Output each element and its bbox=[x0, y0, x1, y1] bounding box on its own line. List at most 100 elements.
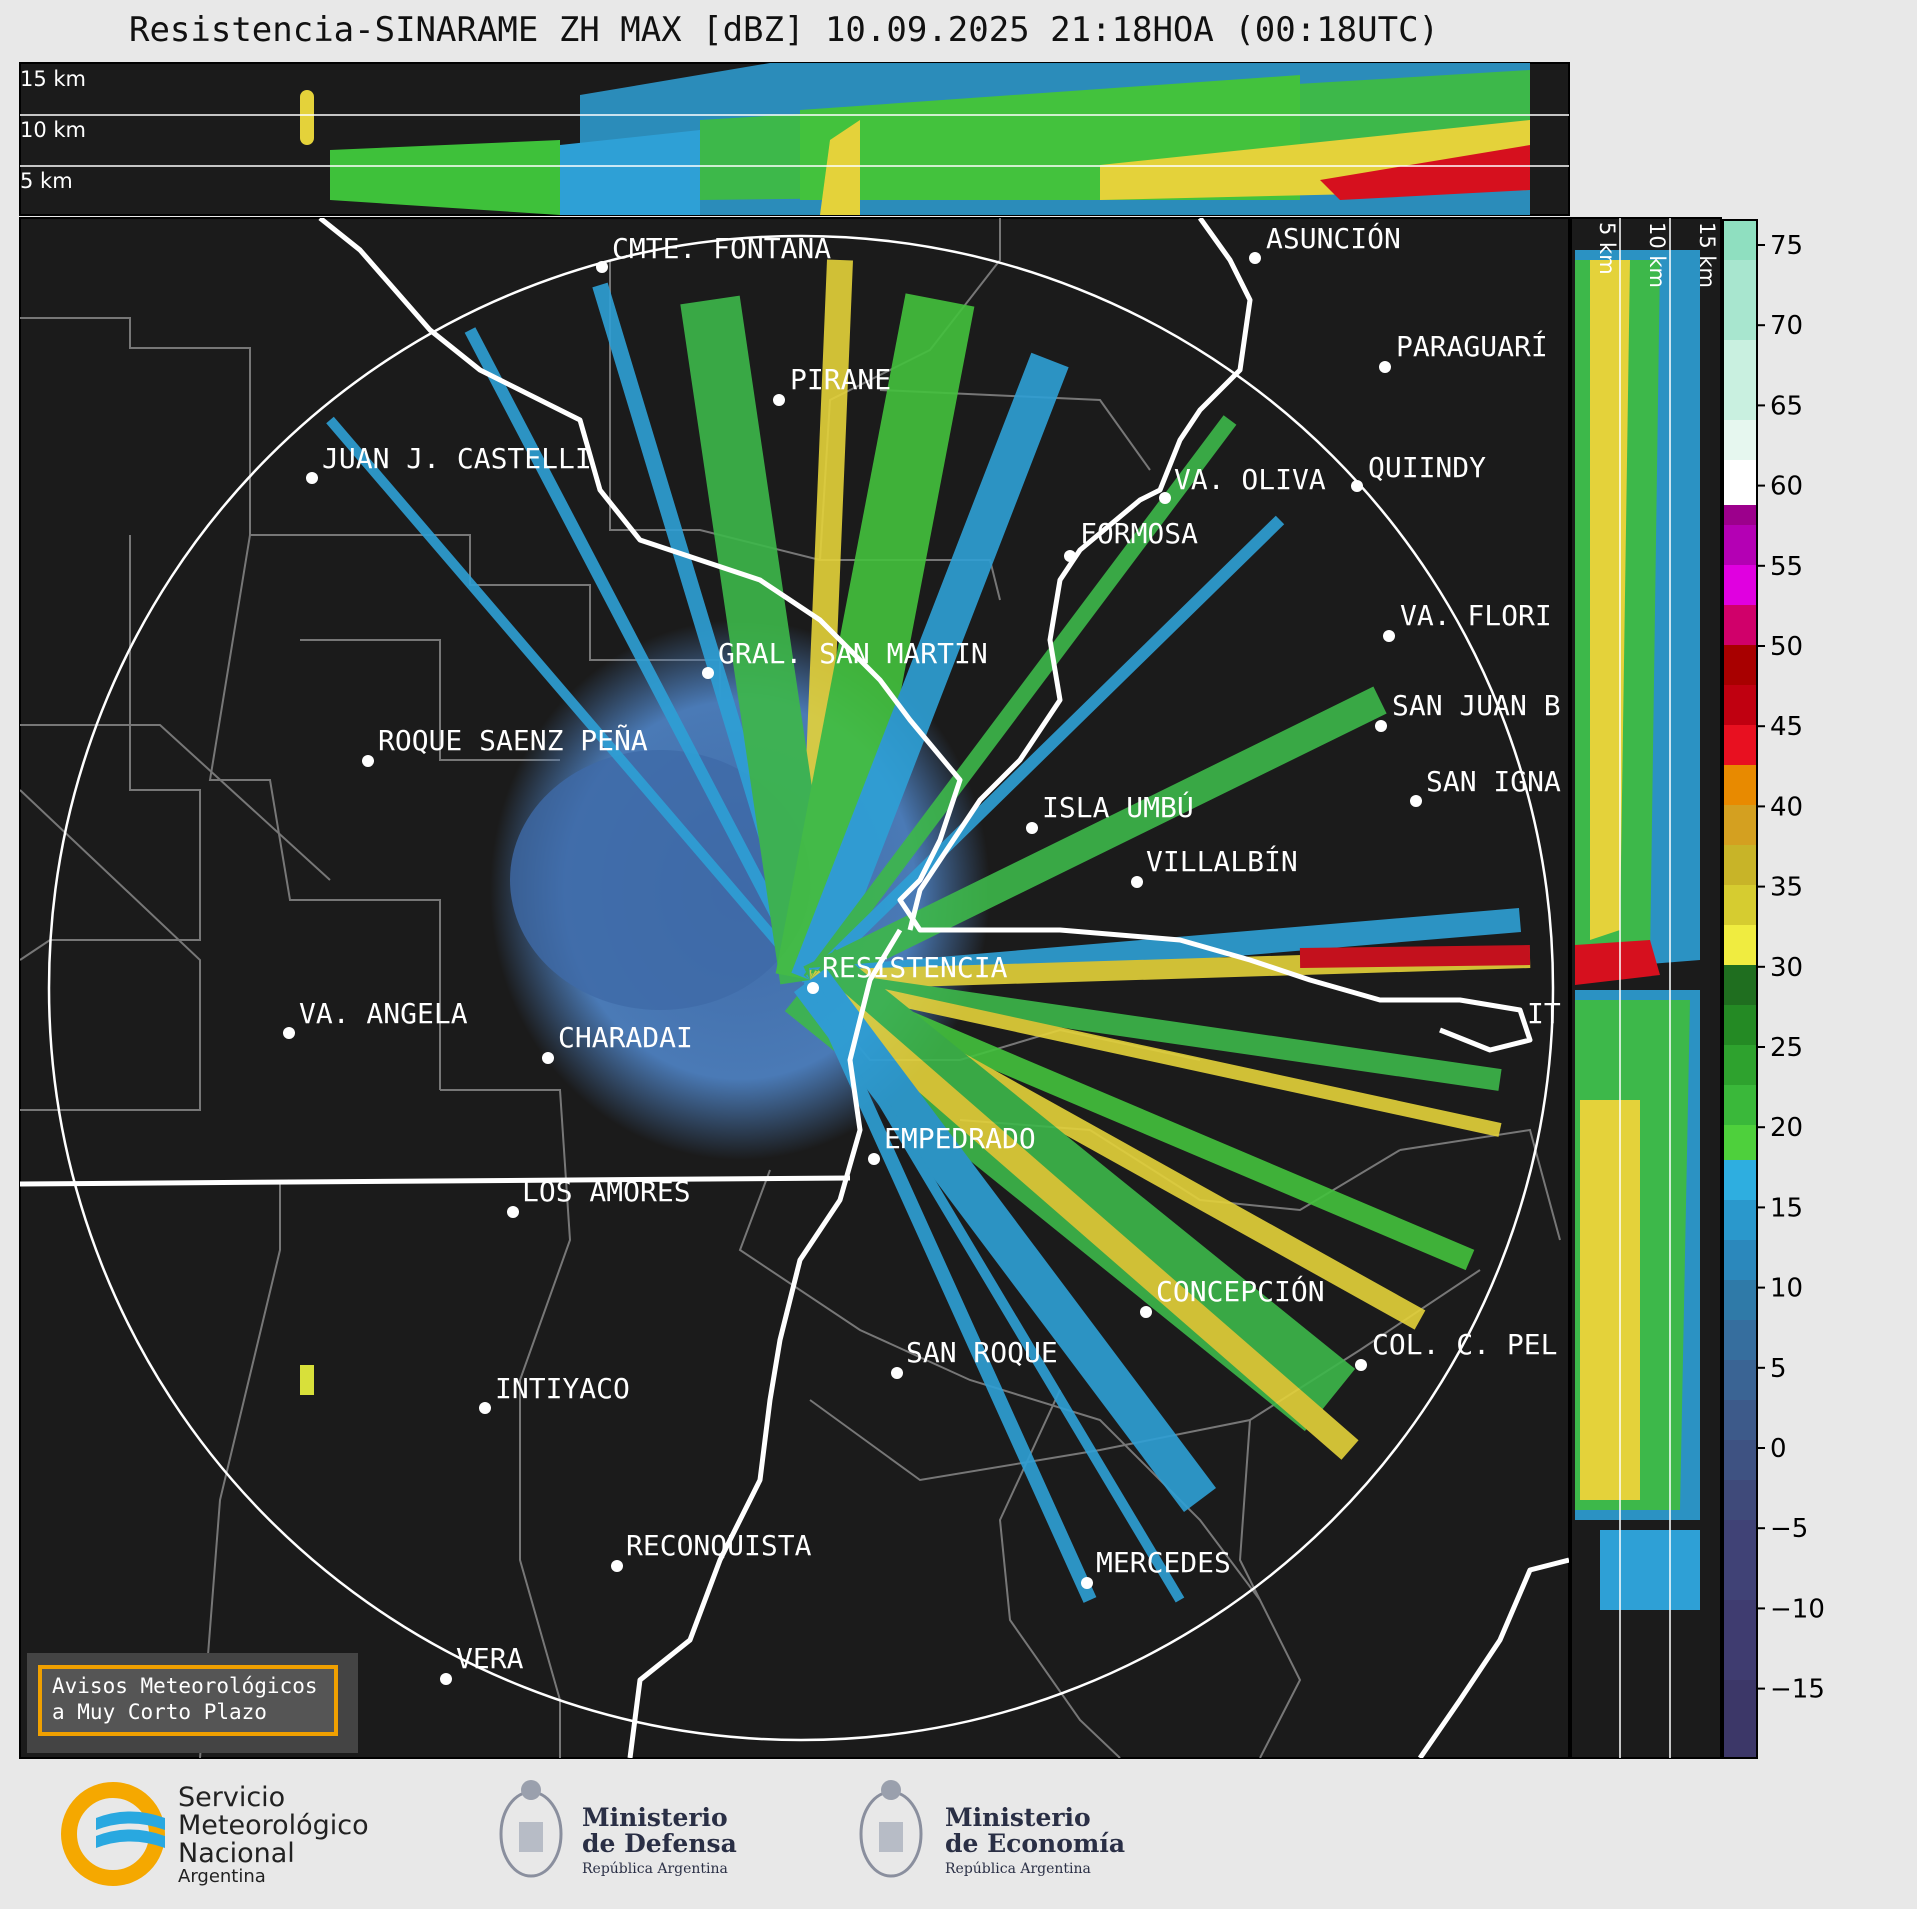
city-markers: CMTE. FONTANA ASUNCIÓN PARAGUARÍ PIRANE … bbox=[283, 221, 1561, 1685]
city-dot bbox=[1026, 822, 1038, 834]
city-dot bbox=[1355, 1359, 1367, 1371]
colorbar-tick-label: 25 bbox=[1770, 1033, 1803, 1063]
reflectivity-field bbox=[300, 259, 1531, 1603]
city-label: SAN IGNA bbox=[1426, 765, 1561, 798]
smn-line1: Servicio bbox=[178, 1782, 285, 1813]
city-dot bbox=[773, 394, 785, 406]
colorbar-tick-label: 30 bbox=[1770, 953, 1803, 983]
city-label: LOS AMORES bbox=[522, 1175, 691, 1208]
economia-line1: Ministerio bbox=[945, 1803, 1091, 1832]
smn-line4: Argentina bbox=[178, 1866, 266, 1887]
side-cross-section-echoes bbox=[1575, 250, 1700, 1610]
city-label: GRAL. SAN MARTIN bbox=[718, 637, 988, 670]
city-dot bbox=[868, 1153, 880, 1165]
city-label: VILLALBÍN bbox=[1146, 844, 1298, 878]
city-label: PIRANE bbox=[790, 363, 891, 396]
city-label: COL. C. PEL bbox=[1372, 1328, 1557, 1361]
defensa-line1: Ministerio bbox=[582, 1803, 728, 1832]
city-label: MERCEDES bbox=[1096, 1546, 1231, 1579]
colorbar-tick-label: 35 bbox=[1770, 873, 1803, 903]
avisos-box[interactable]: Avisos Meteorológicos a Muy Corto Plazo bbox=[38, 1665, 338, 1736]
city-dot bbox=[1081, 1577, 1093, 1589]
colorbar-tick-label: 45 bbox=[1770, 712, 1803, 742]
city-label: ISLA UMBÚ bbox=[1042, 790, 1194, 824]
city-dot bbox=[362, 755, 374, 767]
avisos-line2: a Muy Corto Plazo bbox=[52, 1700, 267, 1724]
side-alt-label: 15 km bbox=[1695, 222, 1719, 288]
chart-title: Resistencia-SINARAME ZH MAX [dBZ] 10.09.… bbox=[128, 10, 1440, 50]
city-label: RESISTENCIA bbox=[822, 951, 1008, 984]
city-dot bbox=[1249, 252, 1261, 264]
colorbar-tick-label: 40 bbox=[1770, 792, 1803, 822]
city-dot bbox=[1383, 630, 1395, 642]
colorbar-tick-label: 55 bbox=[1770, 552, 1803, 582]
city-label: EMPEDRADO bbox=[884, 1122, 1036, 1155]
side-alt-label: 10 km bbox=[1645, 222, 1669, 288]
city-dot bbox=[807, 982, 819, 994]
city-label: QUIINDY bbox=[1368, 451, 1486, 484]
defensa-logo: Ministerio de Defensa República Argentin… bbox=[499, 1780, 737, 1878]
city-dot bbox=[702, 667, 714, 679]
city-dot bbox=[1140, 1306, 1152, 1318]
colorbar-tick-label: −15 bbox=[1770, 1675, 1825, 1705]
range-ring bbox=[47, 234, 1555, 1742]
colorbar-tick-label: −10 bbox=[1770, 1594, 1825, 1624]
top-alt-label: 5 km bbox=[20, 169, 73, 193]
colorbar-tick-label: 5 bbox=[1770, 1354, 1787, 1384]
city-dot bbox=[1131, 876, 1143, 888]
city-dot bbox=[1159, 492, 1171, 504]
top-alt-label: 15 km bbox=[20, 67, 86, 91]
colorbar-tick-label: 65 bbox=[1770, 391, 1803, 421]
rivers bbox=[20, 218, 1569, 1758]
colorbar bbox=[1722, 219, 1758, 1759]
city-dot bbox=[1410, 795, 1422, 807]
city-label: SAN JUAN B bbox=[1392, 689, 1561, 722]
colorbar-tick-label: 50 bbox=[1770, 632, 1803, 662]
city-label: PARAGUARÍ bbox=[1396, 329, 1548, 363]
smn-line3: Nacional bbox=[178, 1838, 295, 1869]
city-dot bbox=[1379, 361, 1391, 373]
city-dot bbox=[479, 1402, 491, 1414]
city-dot bbox=[440, 1673, 452, 1685]
city-dot bbox=[1375, 720, 1387, 732]
colorbar-tick-label: 10 bbox=[1770, 1274, 1803, 1304]
economia-line2: de Economía bbox=[945, 1829, 1125, 1858]
city-label: CHARADAI bbox=[558, 1021, 693, 1054]
smn-line2: Meteorológico bbox=[178, 1810, 369, 1841]
city-dot bbox=[1064, 550, 1076, 562]
side-alt-label: 5 km bbox=[1595, 222, 1619, 275]
city-dot bbox=[542, 1052, 554, 1064]
city-label: VA. FLORI bbox=[1400, 599, 1552, 632]
city-label: FORMOSA bbox=[1080, 517, 1198, 550]
city-label: RECONQUISTA bbox=[626, 1529, 812, 1562]
colorbar-tick-label: 20 bbox=[1770, 1113, 1803, 1143]
city-dot bbox=[507, 1206, 519, 1218]
city-label: SAN ROQUE bbox=[906, 1336, 1058, 1369]
top-cross-section-echoes bbox=[300, 63, 1530, 215]
colorbar-tick-label: 15 bbox=[1770, 1193, 1803, 1223]
city-dot bbox=[611, 1560, 623, 1572]
city-label: CMTE. FONTANA bbox=[612, 232, 831, 265]
city-dot bbox=[1351, 480, 1363, 492]
colorbar-tick-label: 75 bbox=[1770, 231, 1803, 261]
colorbar-tick-label: 0 bbox=[1770, 1434, 1787, 1464]
top-alt-label: 10 km bbox=[20, 118, 86, 142]
city-label: ROQUE SAENZ PEÑA bbox=[378, 723, 648, 757]
city-label: INTIYACO bbox=[495, 1372, 630, 1405]
economia-logo: Ministerio de Economía República Argenti… bbox=[859, 1780, 1125, 1878]
city-label: ASUNCIÓN bbox=[1266, 221, 1401, 255]
city-dot bbox=[891, 1367, 903, 1379]
city-label: IT bbox=[1527, 997, 1561, 1030]
city-label: VERA bbox=[456, 1642, 524, 1675]
city-dot bbox=[596, 261, 608, 273]
city-dot bbox=[306, 472, 318, 484]
smn-logo: Servicio Meteorológico Nacional Argentin… bbox=[61, 1782, 369, 1887]
city-label: VA. ANGELA bbox=[299, 997, 468, 1030]
city-label: VA. OLIVA bbox=[1174, 463, 1326, 496]
colorbar-tick-label: 60 bbox=[1770, 472, 1803, 502]
city-label: JUAN J. CASTELLI bbox=[322, 442, 592, 475]
colorbar-tick-label: 70 bbox=[1770, 311, 1803, 341]
economia-line3: República Argentina bbox=[945, 1861, 1091, 1877]
